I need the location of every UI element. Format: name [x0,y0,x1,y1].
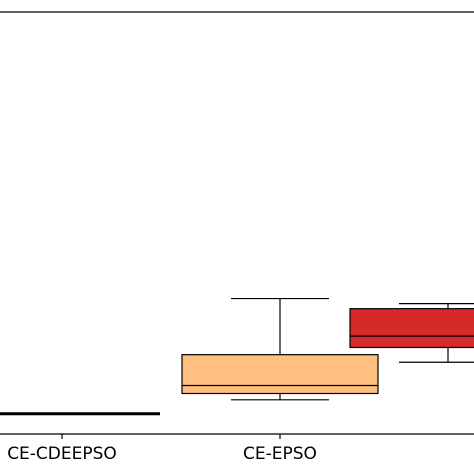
box-ce-epso [181,297,379,401]
iqr-box [349,308,474,349]
x-tick-label: CE-CDEEPSO [7,444,117,464]
x-tick-label: CE-EPSO [243,444,317,464]
iqr-box [181,354,379,395]
x-ticks-layer: CE-CDEEPSO CE-EPSO [7,434,317,464]
boxes-layer [0,297,474,416]
box-series-3 [349,303,474,363]
